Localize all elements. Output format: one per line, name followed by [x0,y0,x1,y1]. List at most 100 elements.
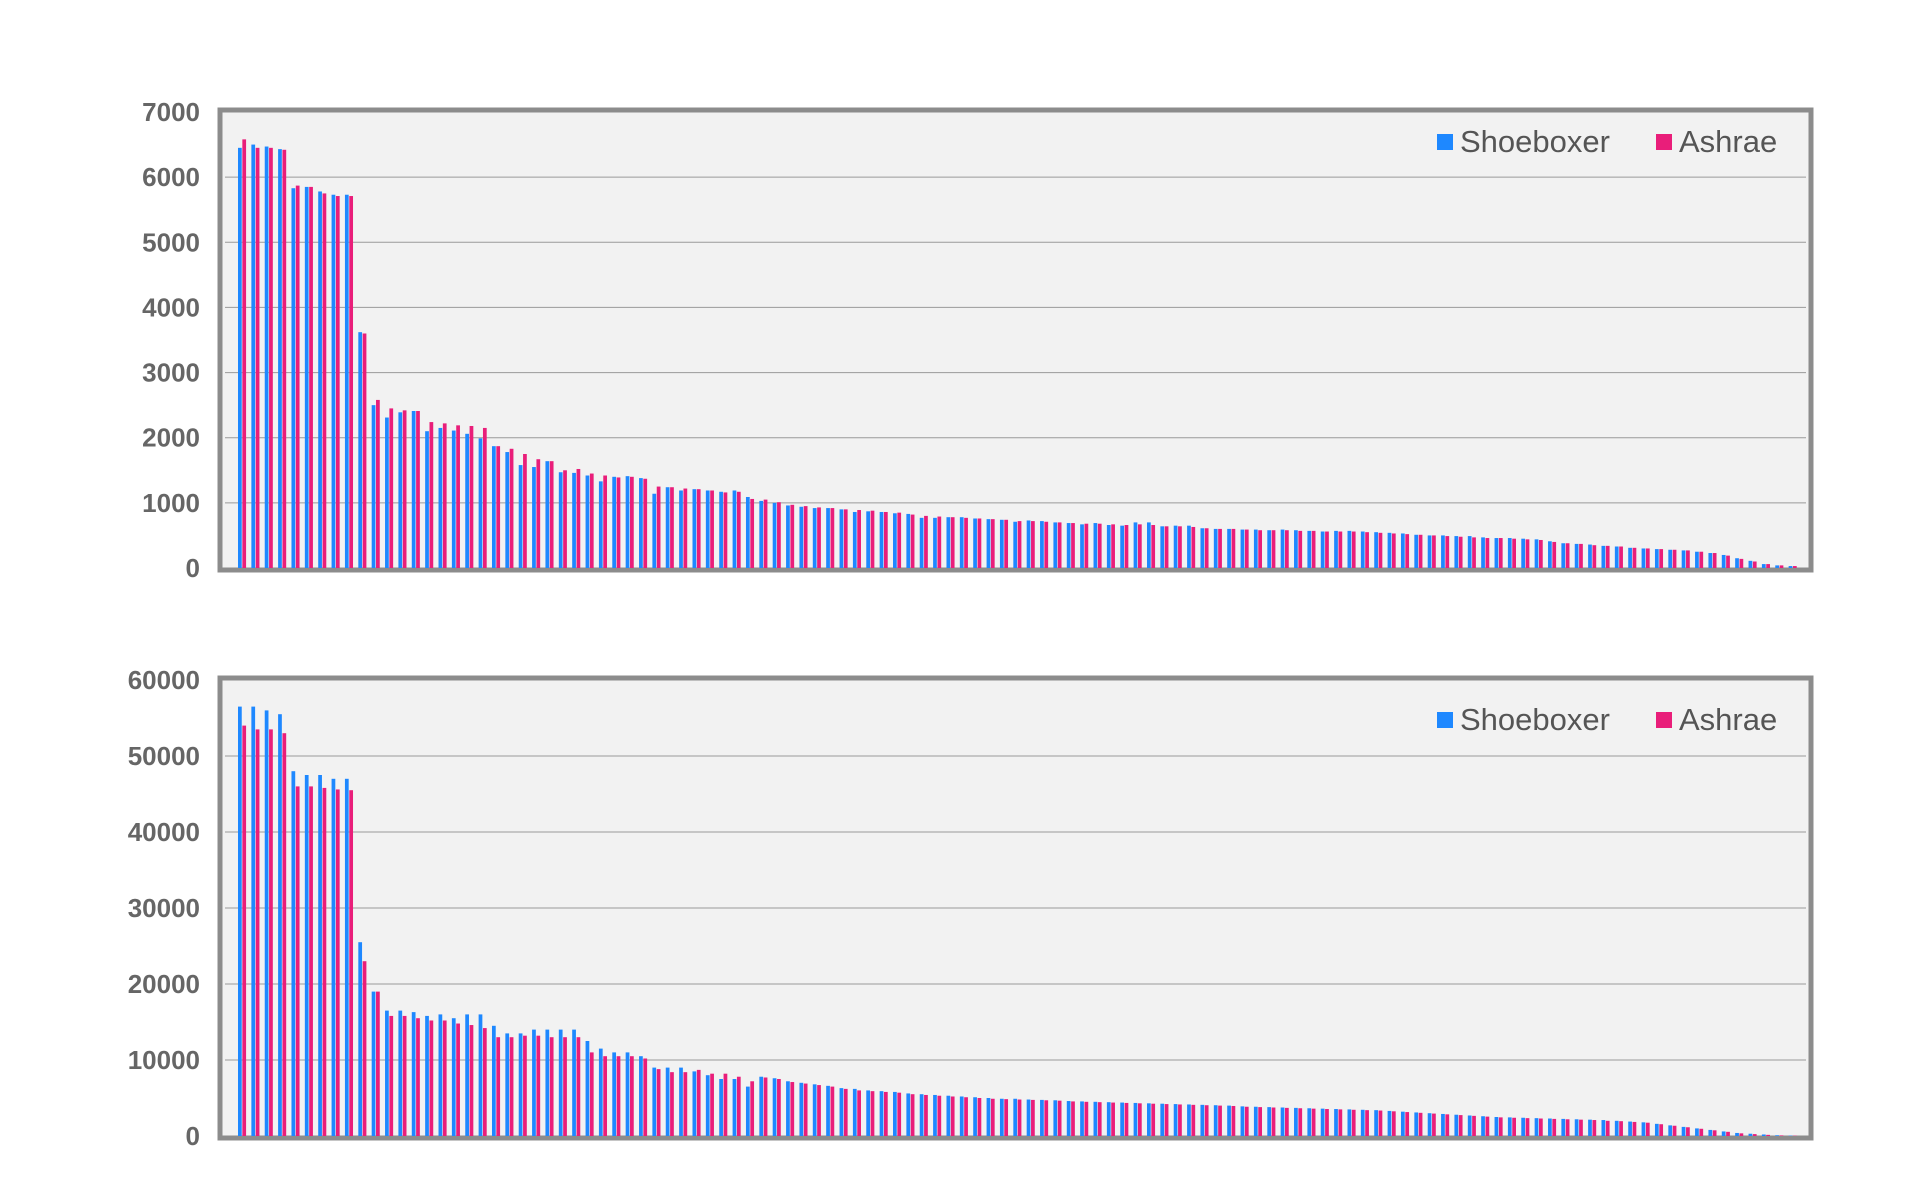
bar-ashrae [1672,549,1677,568]
top-chart: 0 1000 2000 3000 4000 5000 6000 7000 Shoeboxer … [142,97,1814,583]
bar-ashrae [1338,1109,1343,1136]
bar-shoeboxer [344,778,349,1136]
bar-shoeboxer [852,1088,857,1136]
bottom-legend: Shoeboxer Ashrae [1437,702,1777,737]
bar-ashrae [362,333,367,568]
bar-ashrae [897,1092,902,1136]
bar-ashrae [1579,1119,1583,1136]
bar-shoeboxer [1748,1133,1753,1136]
bar-ashrae [1218,1105,1222,1136]
bar-shoeboxer [852,511,857,568]
bar-shoeboxer [986,1098,991,1136]
bar-shoeboxer [959,517,964,568]
bar-shoeboxer [532,467,536,568]
bar-ashrae [1538,539,1543,568]
bottom-gridlines [225,755,1806,1061]
bar-ashrae [1632,1121,1637,1136]
bar-ashrae [589,473,594,568]
bar-shoeboxer [652,493,657,568]
bar-shoeboxer [425,431,429,568]
bar-ashrae [1686,550,1690,568]
bar-ashrae [830,508,835,568]
bar-ashrae [1137,524,1142,568]
bar-shoeboxer [1561,1118,1566,1136]
bar-ashrae [1084,523,1089,568]
bar-shoeboxer [1708,553,1713,568]
bar-ashrae [883,511,888,568]
bar-shoeboxer [1628,547,1632,568]
bar-ashrae [1378,532,1383,568]
bar-shoeboxer [665,487,670,568]
bar-ashrae [643,1058,648,1136]
bar-shoeboxer [304,186,309,568]
bar-shoeboxer [973,1097,977,1136]
bar-ashrae [616,1056,621,1136]
bar-shoeboxer [639,478,643,568]
bar-shoeboxer [491,1025,496,1136]
bar-shoeboxer [1307,530,1312,568]
bar-shoeboxer [1534,1118,1539,1136]
bar-shoeboxer [1654,1123,1659,1136]
bar-ashrae [990,519,995,568]
bar-shoeboxer [358,332,363,568]
bar-ashrae [322,787,327,1136]
bar-shoeboxer [799,506,804,568]
bar-shoeboxer [1200,1104,1205,1136]
bar-shoeboxer [1173,1104,1178,1136]
bar-ashrae [763,1077,768,1136]
bar-shoeboxer [1160,1103,1165,1136]
bar-shoeboxer [1066,523,1071,568]
legend-label-shoeboxer: Shoeboxer [1460,124,1610,159]
bar-ashrae [1325,531,1329,568]
bar-ashrae [696,1069,701,1136]
bar-ashrae [1378,1110,1383,1136]
bar-shoeboxer [411,411,416,568]
y-tick-label: 2000 [142,423,200,453]
bottom-bars [238,706,1797,1136]
bar-ashrae [335,196,340,568]
bar-ashrae [1031,1099,1035,1136]
bar-shoeboxer [1320,531,1325,568]
y-tick-label: 3000 [142,358,200,388]
bar-ashrae [242,725,247,1136]
bar-ashrae [1779,565,1784,568]
bar-ashrae [723,492,728,568]
bar-shoeboxer [1574,1119,1579,1136]
bar-ashrae [910,1094,915,1136]
y-tick-label: 0 [186,553,200,583]
bar-ashrae [603,1056,608,1136]
bar-ashrae [416,411,420,568]
bar-shoeboxer [1414,534,1419,568]
bar-ashrae [335,789,340,1136]
bar-ashrae [1605,545,1610,568]
bar-ashrae [950,517,955,568]
bar-shoeboxer [933,517,937,568]
bar-shoeboxer [278,149,282,568]
bar-shoeboxer [545,461,550,568]
bar-shoeboxer [826,508,830,568]
bar-ashrae [977,1098,982,1136]
bar-ashrae [416,1018,420,1136]
bar-ashrae [242,139,247,569]
bar-ashrae [482,427,487,568]
bar-ashrae [777,502,781,568]
bar-ashrae [1097,523,1102,568]
bar-ashrae [1645,548,1650,568]
bar-ashrae [1084,1101,1089,1136]
bar-shoeboxer [1066,1101,1071,1136]
bar-ashrae [255,147,260,568]
bar-ashrae [857,1090,861,1136]
bar-ashrae [1432,1113,1436,1136]
bar-ashrae [389,1015,394,1136]
bar-ashrae [362,961,367,1136]
bar-shoeboxer [772,502,777,568]
bar-shoeboxer [1521,1117,1526,1136]
bar-ashrae [1071,523,1075,568]
bar-ashrae [1057,1100,1062,1136]
bar-shoeboxer [1775,565,1779,568]
bar-ashrae [496,446,501,568]
bar-shoeboxer [745,1086,750,1136]
bar-ashrae [442,1020,447,1136]
bottom-chart: 0 10000 20000 30000 40000 50000 60000 Shoeboxe… [128,665,1814,1151]
top-y-ticks: 0 1000 2000 3000 4000 5000 6000 7000 [142,97,200,583]
